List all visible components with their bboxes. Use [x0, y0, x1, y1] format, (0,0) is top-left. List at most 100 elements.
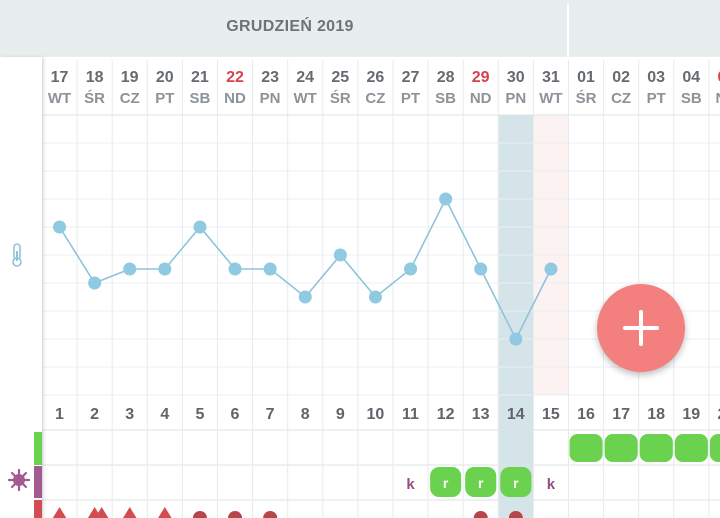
cycle-day-number: 3	[125, 406, 135, 423]
day-of-week: ND	[469, 90, 492, 107]
temperature-point[interactable]	[193, 220, 207, 234]
month-divider	[567, 3, 569, 57]
temperature-point[interactable]	[158, 262, 172, 276]
temperature-point[interactable]	[439, 192, 453, 206]
thermometer-icon	[12, 243, 22, 267]
cycle-day-number: 14	[506, 406, 525, 423]
add-entry-button[interactable]	[597, 284, 685, 372]
green-row-marker	[34, 432, 42, 465]
day-of-week: ND	[709, 90, 720, 107]
day-number[interactable]: 30	[506, 69, 525, 86]
bleeding-dot	[508, 511, 523, 518]
day-of-week: ND	[224, 90, 246, 107]
temperature-point[interactable]	[123, 262, 137, 276]
cycle-day-number: 10	[366, 406, 385, 423]
day-of-week: ŚR	[329, 90, 351, 107]
selected-day-column	[498, 115, 534, 518]
bleeding-triangle	[158, 507, 172, 518]
green-scribble-mark	[639, 434, 673, 462]
mucus-mark	[500, 467, 532, 497]
temperature-point[interactable]	[263, 262, 277, 276]
green-scribble-mark	[674, 434, 708, 462]
bleeding-dot	[192, 511, 207, 518]
temperature-point[interactable]	[404, 262, 418, 276]
top-edge	[0, 0, 720, 3]
plus-icon	[623, 310, 659, 346]
cycle-day-number: 15	[541, 406, 560, 423]
virus-icon	[7, 468, 31, 492]
cycle-day-number: 16	[577, 406, 595, 423]
temperature-point[interactable]	[88, 276, 102, 290]
green-scribble-mark	[709, 434, 720, 462]
mucus-mark	[430, 467, 462, 497]
day-number[interactable]: 21	[190, 69, 209, 86]
temperature-point[interactable]	[228, 262, 242, 276]
cycle-day-number: 8	[300, 406, 310, 423]
day-number[interactable]: 02	[612, 69, 630, 86]
bleeding-dot	[228, 511, 243, 518]
temperature-point[interactable]	[509, 332, 523, 346]
day-of-week: ŚR	[575, 90, 597, 107]
cycle-day-number: 17	[612, 406, 630, 423]
day-of-week: PT	[155, 90, 175, 107]
day-number[interactable]: 05	[709, 69, 720, 87]
day-of-week: PN	[505, 90, 527, 107]
day-of-week: SB	[189, 90, 211, 107]
temperature-point[interactable]	[474, 262, 488, 276]
cycle-day-number: 1	[55, 406, 64, 423]
day-number[interactable]: 31	[541, 69, 560, 86]
cycle-day-number: 5	[195, 406, 205, 423]
day-number[interactable]: 18	[85, 69, 104, 86]
day-number[interactable]: 27	[401, 69, 420, 86]
day-number[interactable]: 25	[331, 69, 350, 86]
day-of-week: CZ	[365, 90, 386, 107]
month-title: GRUDZIEŃ 2019	[226, 18, 354, 35]
k-mark: k	[546, 476, 556, 493]
day-number[interactable]: 20	[155, 69, 174, 86]
temperature-point[interactable]	[368, 290, 382, 304]
temperature-point[interactable]	[53, 220, 67, 234]
day-number[interactable]: 17	[50, 69, 69, 86]
day-of-week: PN	[259, 90, 281, 107]
day-of-week: WT	[47, 90, 72, 107]
day-number[interactable]: 29	[471, 69, 490, 86]
cycle-day-number: 2	[90, 406, 100, 423]
day-number[interactable]: 03	[647, 69, 666, 86]
day-number[interactable]: 01	[577, 69, 595, 86]
mucus-label: r	[478, 475, 484, 491]
red-row-marker	[34, 500, 42, 518]
day-number[interactable]: 23	[261, 69, 279, 86]
cycle-day-number: 12	[436, 406, 455, 423]
cycle-day-number: 13	[471, 406, 490, 423]
day-number[interactable]: 24	[296, 69, 315, 86]
day-number[interactable]: 22	[226, 69, 244, 86]
day-number[interactable]: 19	[120, 69, 139, 86]
bleeding-triangle	[94, 507, 109, 518]
green-scribble-mark	[569, 434, 603, 462]
bleeding-dot	[263, 511, 278, 518]
temperature-point[interactable]	[544, 262, 558, 276]
day-of-week: SB	[680, 90, 702, 107]
day-of-week: PT	[400, 90, 421, 107]
cycle-day-number: 20	[709, 406, 720, 424]
k-mark: k	[406, 476, 415, 493]
cycle-day-number: 11	[402, 406, 419, 423]
day-number[interactable]: 26	[366, 69, 385, 86]
day-of-week: PT	[646, 90, 666, 107]
cycle-day-number: 19	[682, 406, 701, 423]
mucus-label: r	[513, 475, 519, 491]
purple-row-marker	[34, 466, 42, 498]
month-header-bar	[0, 3, 720, 57]
temperature-point[interactable]	[298, 290, 312, 304]
cycle-day-number: 9	[335, 406, 345, 423]
day-number[interactable]: 28	[436, 69, 455, 86]
day-of-week: WT	[293, 90, 317, 107]
day-of-week: SB	[435, 90, 457, 107]
day-number[interactable]: 04	[682, 69, 701, 86]
cycle-day-number: 18	[647, 406, 666, 423]
bleeding-triangle	[122, 507, 137, 518]
mucus-mark	[465, 467, 497, 497]
temperature-point[interactable]	[333, 248, 347, 262]
bleeding-triangle	[52, 507, 67, 518]
